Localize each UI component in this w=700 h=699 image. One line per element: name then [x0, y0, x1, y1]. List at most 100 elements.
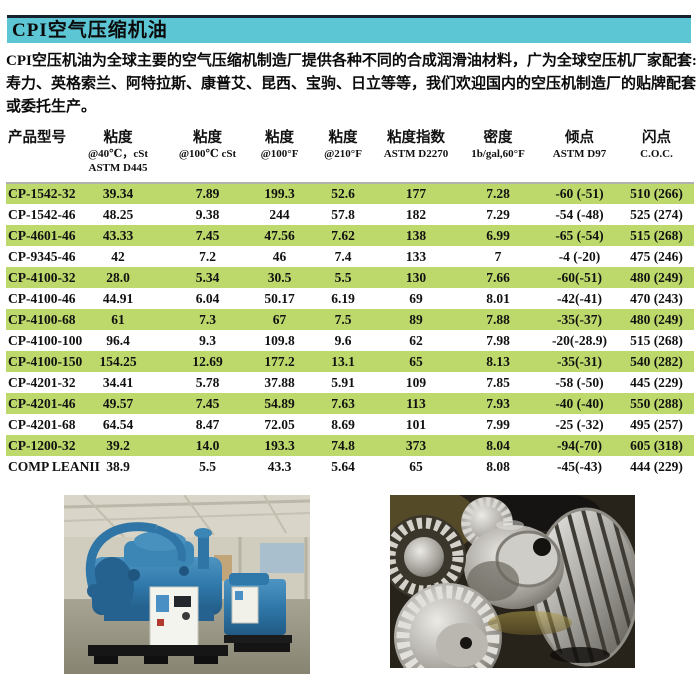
spec-value-cell: 61 [111, 311, 125, 327]
spec-value-cell: 8.69 [331, 416, 355, 432]
product-model-cell: CP-4201-32 [8, 374, 76, 390]
spec-value-cell: 5.64 [331, 458, 355, 474]
spec-value-cell: 65 [409, 458, 423, 474]
spec-value-cell: 444 (229) [630, 458, 683, 474]
spec-value-cell: 6.19 [331, 290, 355, 306]
column-header-flash-point: 闪点 C.O.C. [640, 130, 673, 160]
spec-value-cell: 38.9 [106, 458, 130, 474]
photo-strip [0, 495, 700, 674]
spec-value-cell: -42(-41) [557, 290, 602, 306]
spec-value-cell: 9.38 [195, 206, 220, 222]
spec-value-cell: 445 (229) [630, 374, 683, 390]
intro-paragraph: CPI空压机油为全球主要的空气压缩机制造厂提供各种不同的合成润滑油材料，广为全球… [6, 50, 697, 119]
spec-value-cell: 7.88 [486, 311, 510, 327]
spec-value-cell: -25 (-32) [555, 416, 604, 432]
product-model-cell: CP-4100-100 [8, 332, 83, 348]
product-model-cell: CP-1542-46 [8, 206, 76, 222]
product-model-cell: CP-1200-32 [8, 437, 76, 453]
column-header-product: 产品型号 [8, 130, 66, 146]
spec-value-cell: 515 (268) [630, 227, 683, 243]
spec-value-cell: 5.5 [334, 269, 352, 285]
spec-value-cell: 89 [409, 311, 423, 327]
table-row: COMP LEANII 38.9 5.5 43.3 5.64 65 8.08 -45(-43)… [6, 456, 694, 477]
product-model-cell: CP-4201-46 [8, 395, 76, 411]
spec-value-cell: 5.91 [331, 374, 355, 390]
spec-value-cell: 8.13 [486, 353, 510, 369]
spec-value-cell: 5.78 [195, 374, 220, 390]
spec-value-cell: 44.91 [102, 290, 134, 306]
spec-value-cell: 50.17 [264, 290, 295, 306]
spec-value-cell: 550 (288) [630, 395, 683, 411]
spec-value-cell: 9.6 [334, 332, 352, 348]
spec-value-cell: 7.89 [195, 186, 220, 201]
spec-value-cell: 12.69 [192, 353, 223, 369]
spec-value-cell: 62 [409, 332, 423, 348]
spec-value-cell: 48.25 [102, 206, 134, 222]
spec-value-cell: 28.0 [106, 269, 130, 285]
spec-value-cell: 7.3 [199, 311, 216, 327]
table-row: CP-4100-100 96.4 9.3 109.8 9.6 62 7.98 -20(-28.… [6, 330, 694, 351]
spec-value-cell: 39.2 [106, 437, 130, 453]
table-row: CP-4100-46 44.91 6.04 50.17 6.19 69 8.01 -42(-4… [6, 288, 694, 309]
table-row: CP-4201-46 49.57 7.45 54.89 7.63 113 7.93 -40 (… [6, 393, 694, 414]
table-row: CP-4201-32 34.41 5.78 37.88 5.91 109 7.85 -58 (… [6, 372, 694, 393]
spec-value-cell: 7.98 [486, 332, 510, 348]
column-header-density: 密度 1b/gal,60°F [471, 130, 525, 160]
column-header-viscosity-100c: 粘度 @100℃ cSt [178, 130, 237, 160]
spec-value-cell: 43.3 [267, 458, 292, 474]
spec-value-cell: 96.4 [106, 332, 130, 348]
spec-value-cell: 480 (249) [630, 269, 683, 285]
table-row: CP-4201-68 64.54 8.47 72.05 8.69 101 7.99 -25 (… [6, 414, 694, 435]
spec-value-cell: -65 (-54) [555, 227, 604, 243]
table-row: CP-1542-32 39.34 7.89 199.3 52.6 177 7.28 -60 (… [6, 183, 694, 204]
table-row: CP-4601-46 43.33 7.45 47.56 7.62 138 6.99 -65 (… [6, 225, 694, 246]
spec-value-cell: 47.56 [264, 227, 295, 243]
spec-value-cell: 177 [405, 186, 427, 201]
title-bar: CPI空气压缩机油 [7, 15, 691, 43]
spec-value-cell: 72.05 [264, 416, 295, 432]
spec-value-cell: 57.8 [331, 206, 355, 222]
spec-value-cell: 515 (268) [630, 332, 683, 348]
spec-value-cell: 74.8 [331, 437, 355, 453]
spec-value-cell: 133 [405, 248, 427, 264]
spec-value-cell: 475 (246) [630, 248, 683, 264]
spec-value-cell: 69 [409, 290, 423, 306]
table-row: CP-4100-68 61 7.3 67 7.5 89 7.88 -35(-37) 480 (2… [6, 309, 694, 330]
column-header-pour-point: 倾点 ASTM D97 [552, 130, 607, 160]
spec-value-cell: 67 [272, 311, 287, 327]
spec-value-cell: 5.5 [199, 458, 216, 474]
spec-value-cell: 8.01 [486, 290, 510, 306]
spec-value-cell: 64.54 [102, 416, 134, 432]
product-model-cell: CP-4100-68 [8, 311, 76, 327]
spec-value-cell: 13.1 [331, 353, 355, 369]
spec-value-cell: 540 (282) [630, 353, 683, 369]
spec-value-cell: 480 (249) [630, 311, 683, 327]
spec-value-cell: 7.45 [195, 395, 220, 411]
spec-value-cell: -94(-70) [557, 437, 602, 453]
spec-value-cell: 7.66 [486, 269, 510, 285]
spec-value-cell: 510 (266) [630, 186, 683, 201]
spec-value-cell: 54.89 [264, 395, 295, 411]
product-model-cell: CP-4100-46 [8, 290, 76, 306]
spec-value-cell: 182 [405, 206, 427, 222]
spec-value-cell: 154.25 [99, 353, 137, 369]
spec-value-cell: 7.85 [486, 374, 510, 390]
spec-value-cell: 7.29 [486, 206, 510, 222]
compressor-photo [64, 495, 310, 674]
spec-value-cell: 177.2 [264, 353, 295, 369]
spec-value-cell: -35(-37) [557, 311, 602, 327]
spec-value-cell: -4 (-20) [558, 248, 601, 264]
spec-value-cell: -58 (-50) [555, 374, 604, 390]
intro-line-2: 寿力、英格索兰、阿特拉斯、康普艾、昆西、宝驹、日立等等，我们欢迎国内的空压机制造… [6, 76, 697, 92]
table-body: CP-1542-32 39.34 7.89 199.3 52.6 177 7.28 -60 (… [6, 183, 694, 477]
page-title: CPI空气压缩机油 [12, 20, 168, 41]
spec-value-cell: 49.57 [102, 395, 134, 411]
document-page: CPI空气压缩机油 CPI空压机油为全球主要的空气压缩机制造厂提供各种不同的合成… [0, 15, 700, 699]
product-model-cell: CP-4100-32 [8, 269, 76, 285]
table-row: CP-4100-32 28.0 5.34 30.5 5.5 130 7.66 -60(-51)… [6, 267, 694, 288]
spec-value-cell: 46 [272, 248, 287, 264]
spec-value-cell: 495 (257) [630, 416, 683, 432]
spec-value-cell: 470 (243) [630, 290, 683, 306]
spec-value-cell: -45(-43) [557, 458, 602, 474]
spec-value-cell: 130 [405, 269, 427, 285]
